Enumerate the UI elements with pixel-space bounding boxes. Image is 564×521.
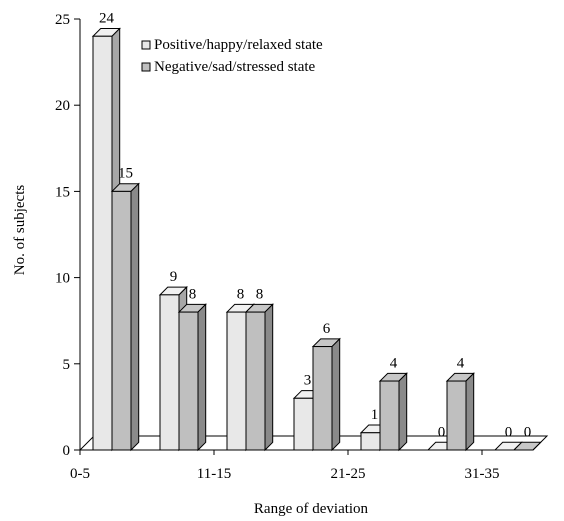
bar-side-face	[130, 182, 140, 452]
bar	[178, 311, 199, 451]
data-label: 9	[170, 269, 178, 285]
bar-side-face	[532, 441, 542, 451]
bar	[226, 311, 247, 451]
data-label: 8	[256, 286, 264, 302]
data-label: 8	[237, 286, 245, 302]
y-tick-label: 20	[55, 98, 70, 114]
bar-side-face	[197, 303, 207, 452]
data-label: 0	[524, 424, 532, 440]
bar	[312, 346, 333, 451]
x-tick-label: 0-5	[70, 466, 90, 482]
bar	[245, 311, 266, 451]
y-tick-label: 15	[55, 184, 70, 200]
data-label: 1	[371, 407, 379, 423]
bar	[360, 432, 381, 451]
legend-swatch	[141, 40, 151, 50]
bar-side-face	[398, 372, 408, 452]
y-tick-label: 25	[55, 12, 70, 28]
y-axis-label: No. of subjects	[12, 185, 28, 276]
data-label: 15	[118, 166, 133, 182]
data-label: 4	[390, 355, 398, 371]
x-tick-label: 31-35	[465, 466, 500, 482]
x-axis-label: Range of deviation	[254, 501, 369, 517]
data-label: 6	[323, 321, 331, 337]
data-label: 4	[457, 355, 465, 371]
bar	[111, 190, 132, 451]
bar	[159, 294, 180, 451]
bar	[92, 35, 113, 451]
bar	[379, 380, 400, 451]
x-tick-label: 21-25	[331, 466, 366, 482]
data-label: 24	[99, 11, 115, 27]
bar-side-face	[264, 303, 274, 452]
bar	[293, 397, 314, 451]
data-label: 8	[189, 286, 197, 302]
legend-entry: Positive/happy/relaxed state	[154, 37, 323, 53]
x-tick-label: 11-15	[197, 466, 231, 482]
y-tick-label: 10	[55, 271, 70, 287]
chart-legend: Positive/happy/relaxed state Negative/sad…	[141, 37, 323, 75]
y-tick-label: 0	[63, 443, 71, 459]
legend-entry: Negative/sad/stressed state	[154, 59, 316, 75]
data-label: 0	[505, 424, 513, 440]
y-tick-label: 5	[63, 357, 71, 373]
bar-side-face	[465, 372, 475, 452]
legend-swatch	[141, 62, 151, 72]
chart-bars	[91, 27, 542, 452]
bar-side-face	[331, 337, 341, 452]
data-label: 0	[438, 424, 446, 440]
bar	[446, 380, 467, 451]
data-label: 3	[304, 373, 312, 389]
